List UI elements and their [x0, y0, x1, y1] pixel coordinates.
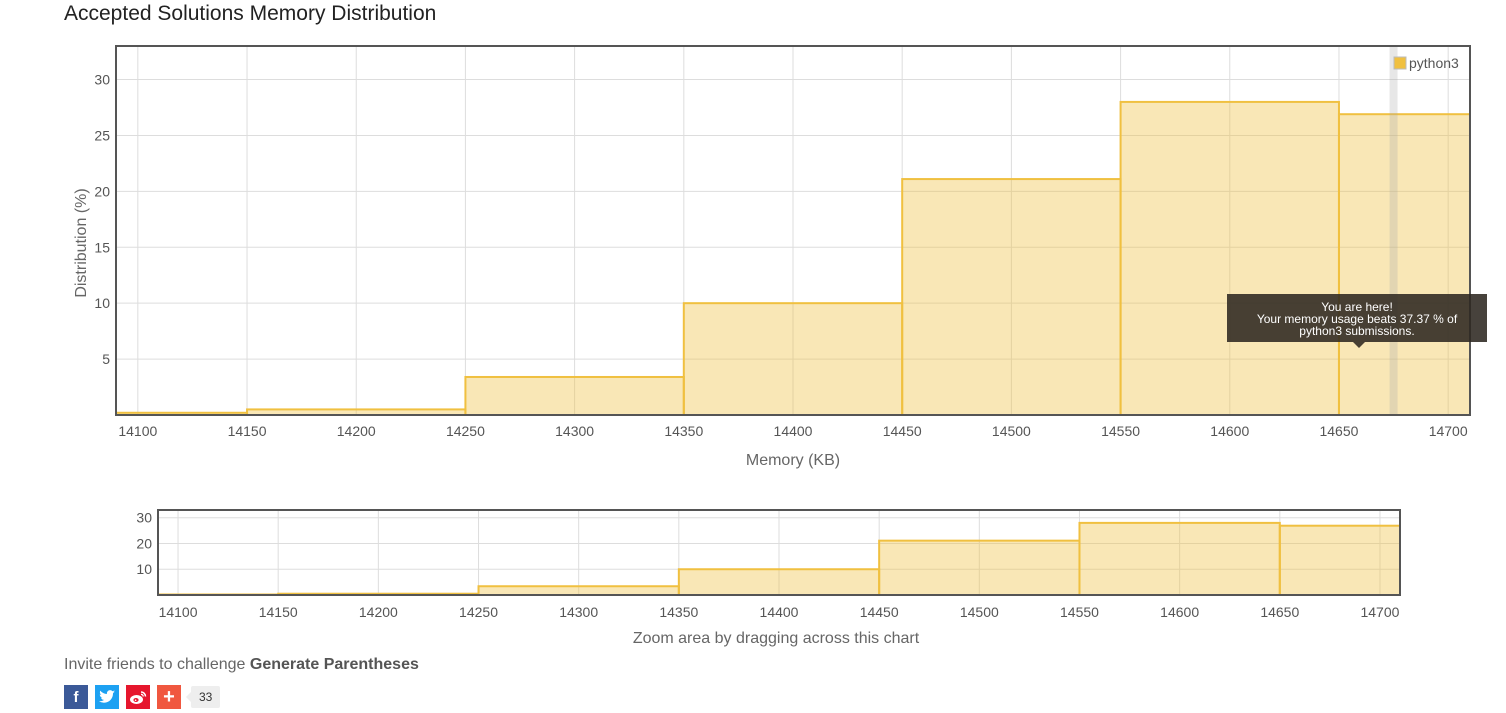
legend[interactable]: python3 — [1393, 55, 1459, 71]
histogram-bar[interactable] — [277, 592, 480, 596]
x-tick-label: 14100 — [118, 423, 157, 439]
x-tick-label: 14150 — [259, 604, 298, 620]
histogram-bar[interactable] — [1119, 100, 1340, 416]
x-tick-label: 14500 — [960, 604, 999, 620]
x-tick-label: 14200 — [359, 604, 398, 620]
invite-text: Invite friends to challenge Generate Par… — [64, 656, 419, 674]
histogram-bar[interactable] — [901, 178, 1122, 416]
x-tick-label: 14250 — [459, 604, 498, 620]
x-tick-labels: 14100 14150 14200 14250 14300 14350 14400 14450… — [118, 423, 1467, 439]
histogram-bar[interactable] — [477, 585, 680, 597]
x-tick-label: 14250 — [446, 423, 485, 439]
y-tick-label: 20 — [94, 183, 110, 199]
invite-prefix: Invite friends to challenge — [64, 656, 250, 673]
share-count: 33 — [185, 686, 221, 708]
x-tick-label: 14400 — [774, 423, 813, 439]
y-tick-labels: 5 10 15 20 25 30 — [94, 72, 110, 368]
plus-icon[interactable]: + — [157, 685, 181, 709]
x-tick-label: 14600 — [1160, 604, 1199, 620]
histogram-bar[interactable] — [878, 539, 1081, 596]
navigator-x-tick-labels: 14100 14150 14200 14250 14300 14350 14400 14450… — [159, 604, 1400, 620]
x-tick-label: 14500 — [992, 423, 1031, 439]
y-tick-label: 30 — [94, 72, 110, 88]
x-tick-label: 14400 — [760, 604, 799, 620]
x-tick-label: 14450 — [883, 423, 922, 439]
x-tick-label: 14350 — [659, 604, 698, 620]
y-axis-label: Distribution (%) — [73, 188, 90, 297]
x-tick-label: 14200 — [337, 423, 376, 439]
tooltip: You are here! Your memory usage beats 37… — [1227, 294, 1487, 348]
tooltip-line-1: You are here! — [1321, 300, 1393, 314]
x-tick-label: 14300 — [555, 423, 594, 439]
chart-title: Accepted Solutions Memory Distribution — [64, 2, 437, 25]
legend-label: python3 — [1409, 55, 1459, 71]
x-tick-label: 14100 — [159, 604, 198, 620]
legend-swatch — [1393, 56, 1407, 70]
x-tick-label: 14650 — [1260, 604, 1299, 620]
bars — [115, 46, 1472, 417]
histogram-bar[interactable] — [1278, 524, 1401, 596]
navigator-y-tick-labels: 10 20 30 — [136, 510, 152, 578]
current-position-marker — [1389, 46, 1398, 415]
tooltip-line-2: Your memory usage beats 37.37 % of — [1256, 312, 1458, 326]
facebook-icon[interactable]: f — [64, 685, 88, 709]
x-tick-label: 14550 — [1060, 604, 1099, 620]
x-tick-label: 14700 — [1429, 423, 1468, 439]
problem-name: Generate Parentheses — [249, 656, 419, 673]
y-tick-label: 15 — [94, 239, 110, 255]
x-tick-label: 14350 — [664, 423, 703, 439]
x-axis-label: Memory (KB) — [746, 452, 840, 469]
tooltip-line-3: python3 submissions. — [1299, 324, 1415, 338]
y-tick-label: 10 — [94, 295, 110, 311]
navigator-bars — [157, 521, 1401, 597]
histogram-bar[interactable] — [682, 302, 904, 417]
weibo-icon[interactable] — [126, 685, 150, 709]
x-tick-label: 14550 — [1101, 423, 1140, 439]
x-tick-label: 14150 — [228, 423, 267, 439]
x-tick-label: 14450 — [860, 604, 899, 620]
x-tick-label: 14300 — [559, 604, 598, 620]
y-tick-label: 20 — [136, 535, 152, 551]
x-tick-label: 14650 — [1319, 423, 1358, 439]
histogram-bar[interactable] — [157, 593, 280, 597]
plot-frame — [115, 45, 1471, 416]
navigator-grid — [158, 510, 1400, 595]
histogram-bar[interactable] — [464, 375, 685, 416]
memory-distribution-chart[interactable]: 14100 14150 14200 14250 14300 14350 14400 14450… — [0, 0, 1506, 480]
y-tick-label: 25 — [94, 127, 110, 143]
histogram-bar[interactable] — [1078, 521, 1281, 596]
twitter-icon[interactable] — [95, 685, 119, 709]
x-tick-label: 14700 — [1360, 604, 1399, 620]
navigator-caption: Zoom area by dragging across this chart — [633, 630, 920, 647]
y-tick-label: 30 — [136, 510, 152, 526]
navigator-frame — [157, 509, 1401, 596]
histogram-bar[interactable] — [677, 568, 881, 597]
y-tick-label: 10 — [136, 561, 152, 577]
y-tick-label: 5 — [102, 351, 110, 367]
share-bar: f + 33 — [64, 685, 221, 709]
x-tick-label: 14600 — [1210, 423, 1249, 439]
histogram-bar[interactable] — [1337, 113, 1472, 417]
